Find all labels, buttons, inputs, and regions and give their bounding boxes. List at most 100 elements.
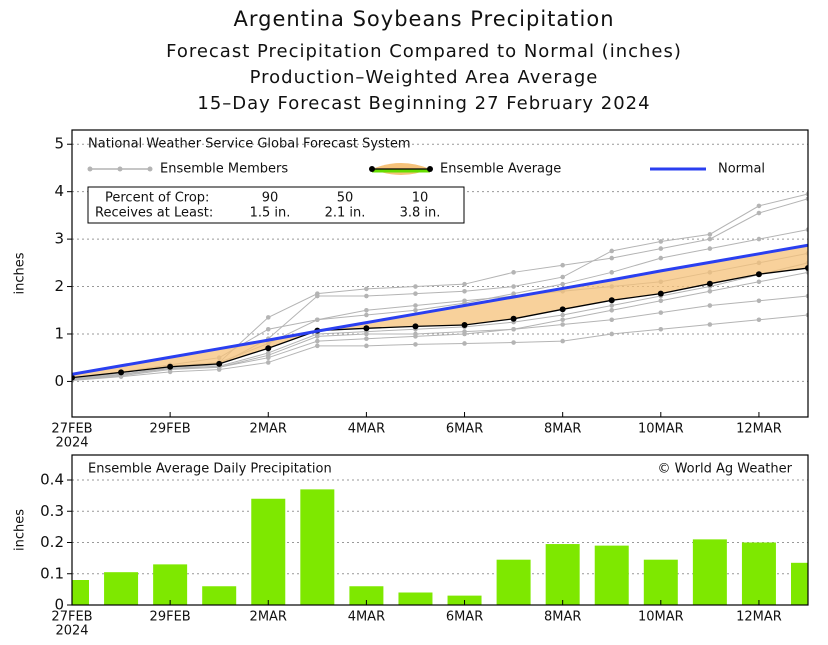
y-tick-label: 0.2 xyxy=(40,533,64,551)
panel-title: Ensemble Average Daily Precipitation xyxy=(88,462,332,477)
bar xyxy=(104,572,139,605)
y-tick-label: 0.3 xyxy=(40,502,64,520)
x-tick-label: 6MAR xyxy=(446,610,483,625)
member-point xyxy=(462,281,467,287)
average-point xyxy=(805,265,808,272)
member-point xyxy=(609,303,615,308)
crop-amount: 1.5 in. xyxy=(250,206,291,221)
member-point xyxy=(658,298,664,304)
bar xyxy=(594,545,629,605)
plot-frame xyxy=(71,454,809,606)
average-point xyxy=(118,369,125,376)
member-point xyxy=(609,331,615,337)
member-line xyxy=(72,295,808,381)
member-point xyxy=(560,262,565,268)
chart-subtitle: Forecast Precipitation Compared to Norma… xyxy=(166,41,682,62)
x-tick-label: 8MAR xyxy=(544,610,581,625)
average-point xyxy=(510,315,517,322)
plot-frame xyxy=(71,129,809,418)
average-point xyxy=(559,306,566,313)
bar xyxy=(643,559,678,605)
member-point xyxy=(315,317,320,323)
bar xyxy=(202,586,237,605)
y-tick-label: 0.4 xyxy=(40,471,64,489)
member-point xyxy=(511,340,516,345)
x-tick-label: 4MAR xyxy=(348,422,385,437)
member-point xyxy=(315,343,320,349)
x-tick-label: 2MAR xyxy=(250,422,287,437)
member-point xyxy=(364,336,369,342)
legend-swatch xyxy=(87,166,93,172)
legend-swatch xyxy=(147,166,153,172)
panel-title: National Weather Service Global Forecast… xyxy=(88,137,411,152)
y-tick-label: 1 xyxy=(54,324,64,342)
member-point xyxy=(560,338,565,344)
plot-area xyxy=(72,143,808,383)
legend-label: Ensemble Average xyxy=(440,162,561,177)
average-point xyxy=(755,271,762,278)
member-point xyxy=(413,331,418,337)
x-tick-label: 12MAR xyxy=(736,422,782,437)
member-point xyxy=(756,298,762,304)
member-point xyxy=(511,284,516,289)
member-point xyxy=(265,360,271,365)
crop-table-box xyxy=(87,186,465,224)
average-point xyxy=(412,323,419,330)
legend-label: Ensemble Members xyxy=(160,162,288,177)
bar xyxy=(300,489,335,605)
crop-amount: 3.8 in. xyxy=(400,206,441,221)
member-point xyxy=(756,203,762,209)
average-point xyxy=(363,325,370,332)
member-point xyxy=(462,288,467,294)
member-point xyxy=(167,369,173,375)
member-point xyxy=(364,312,369,318)
x-tick-label: 27FEB xyxy=(51,422,92,437)
member-point xyxy=(658,326,664,332)
x-tick-label: 4MAR xyxy=(348,610,385,625)
legend-label: Normal xyxy=(718,162,765,177)
member-point xyxy=(364,307,369,313)
member-point xyxy=(265,353,271,358)
average-point xyxy=(72,374,75,381)
x-tick-year: 2024 xyxy=(55,624,88,639)
member-point xyxy=(560,317,565,323)
member-point xyxy=(413,284,418,289)
member-point xyxy=(609,248,615,254)
bar xyxy=(496,559,531,605)
member-point xyxy=(707,236,713,242)
member-point xyxy=(462,329,467,334)
member-point xyxy=(413,303,418,308)
x-tick-label: 2MAR xyxy=(250,610,287,625)
member-point xyxy=(756,236,762,242)
member-point xyxy=(511,270,516,275)
x-tick-label: 12MAR xyxy=(736,610,782,625)
member-point xyxy=(609,307,615,313)
member-point xyxy=(560,312,565,318)
member-point xyxy=(413,342,418,347)
credit: © World Ag Weather xyxy=(657,462,792,477)
bar xyxy=(741,542,776,605)
average-point xyxy=(167,363,174,370)
y-tick-label: 0 xyxy=(54,596,64,614)
y-tick-label: 2 xyxy=(54,277,64,295)
member-point xyxy=(511,326,516,332)
legend-swatch xyxy=(427,166,433,172)
member-point xyxy=(658,239,664,244)
bar xyxy=(791,562,808,605)
y-axis-label: inches xyxy=(13,509,28,551)
average-line xyxy=(72,267,808,379)
member-point xyxy=(707,303,713,308)
member-point xyxy=(707,232,713,237)
member-point xyxy=(756,317,762,323)
bar xyxy=(251,498,286,605)
average-point xyxy=(461,321,468,328)
average-point xyxy=(657,290,664,297)
member-point xyxy=(560,322,565,327)
legend-swatch xyxy=(369,166,375,172)
y-tick-label: 5 xyxy=(54,135,64,153)
bar xyxy=(349,586,384,605)
x-tick-label: 8MAR xyxy=(544,422,581,437)
y-tick-label: 0.1 xyxy=(40,564,64,582)
member-point xyxy=(658,255,664,261)
